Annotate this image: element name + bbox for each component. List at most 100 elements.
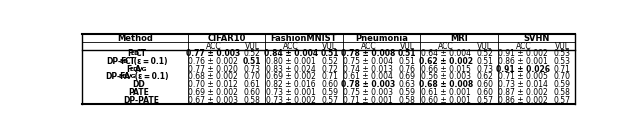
Text: Pneumonia: Pneumonia — [355, 34, 408, 43]
Text: 0.57: 0.57 — [554, 96, 570, 105]
Text: ED: ED — [120, 59, 129, 64]
Text: 0.66 ± 0.015: 0.66 ± 0.015 — [421, 65, 471, 74]
Text: F: F — [127, 65, 132, 74]
Text: VUL: VUL — [244, 42, 260, 51]
Text: 0.69 ± 0.002: 0.69 ± 0.002 — [266, 72, 316, 82]
Text: DP-F: DP-F — [106, 57, 127, 66]
Text: CT: CT — [136, 49, 147, 58]
Text: (ε = 0.1): (ε = 0.1) — [131, 57, 168, 66]
Text: 0.69 ± 0.002: 0.69 ± 0.002 — [188, 88, 238, 97]
Text: 0.62 ± 0.002: 0.62 ± 0.002 — [419, 57, 473, 66]
Text: 0.53: 0.53 — [554, 49, 570, 58]
Text: 0.76 ± 0.002: 0.76 ± 0.002 — [188, 57, 238, 66]
Text: 0.82 ± 0.016: 0.82 ± 0.016 — [266, 80, 316, 89]
Text: 0.71: 0.71 — [554, 65, 570, 74]
Text: 0.59: 0.59 — [399, 88, 415, 97]
Text: 0.91 ± 0.026: 0.91 ± 0.026 — [496, 65, 550, 74]
Text: 0.59: 0.59 — [321, 88, 338, 97]
Text: 0.51: 0.51 — [398, 49, 416, 58]
Text: 0.52: 0.52 — [476, 49, 493, 58]
Text: 0.77 ± 0.020: 0.77 ± 0.020 — [188, 65, 238, 74]
Text: 0.84 ± 0.004: 0.84 ± 0.004 — [264, 49, 318, 58]
Text: VG: VG — [127, 74, 136, 79]
Text: ACC: ACC — [205, 42, 221, 51]
Text: A: A — [135, 65, 141, 74]
Text: 0.74 ± 0.013: 0.74 ± 0.013 — [344, 65, 393, 74]
Text: VUL: VUL — [554, 42, 570, 51]
Text: 0.52: 0.52 — [244, 49, 260, 58]
Text: 0.78 ± 0.008: 0.78 ± 0.008 — [341, 49, 396, 58]
Text: 0.73 ± 0.014: 0.73 ± 0.014 — [499, 80, 548, 89]
Text: 0.72: 0.72 — [321, 65, 338, 74]
Text: 0.58: 0.58 — [554, 88, 570, 97]
Text: 0.63: 0.63 — [399, 80, 415, 89]
Text: ED: ED — [131, 51, 140, 56]
Text: 0.86 ± 0.001: 0.86 ± 0.001 — [499, 57, 548, 66]
Text: 0.52: 0.52 — [321, 57, 338, 66]
Text: DP-F: DP-F — [106, 72, 125, 82]
Text: CIFAR10: CIFAR10 — [207, 34, 246, 43]
Text: 0.59: 0.59 — [554, 80, 570, 89]
Text: DD: DD — [132, 80, 145, 89]
Text: 0.57: 0.57 — [476, 96, 493, 105]
Text: 0.70: 0.70 — [244, 72, 260, 82]
Text: 0.58: 0.58 — [399, 96, 415, 105]
Text: 0.61: 0.61 — [244, 80, 260, 89]
Text: F: F — [127, 49, 133, 58]
Text: FashionMNIST: FashionMNIST — [271, 34, 337, 43]
Text: 0.73: 0.73 — [476, 65, 493, 74]
Text: Method: Method — [117, 34, 153, 43]
Text: VUL: VUL — [322, 42, 337, 51]
Text: 0.75 ± 0.003: 0.75 ± 0.003 — [343, 88, 394, 97]
Text: 0.62: 0.62 — [476, 72, 493, 82]
Text: 0.80 ± 0.001: 0.80 ± 0.001 — [266, 57, 316, 66]
Text: 0.68 ± 0.002: 0.68 ± 0.002 — [189, 72, 238, 82]
Text: 0.60: 0.60 — [321, 80, 338, 89]
Text: 0.76: 0.76 — [399, 65, 415, 74]
Text: 0.64 ± 0.004: 0.64 ± 0.004 — [420, 49, 471, 58]
Text: ACC: ACC — [360, 42, 376, 51]
Text: 0.61 ± 0.004: 0.61 ± 0.004 — [344, 72, 393, 82]
Text: 0.51: 0.51 — [243, 57, 261, 66]
Text: 0.71 ± 0.005: 0.71 ± 0.005 — [499, 72, 548, 82]
Text: MRI: MRI — [450, 34, 468, 43]
Text: VUL: VUL — [399, 42, 415, 51]
Text: 0.83 ± 0.024: 0.83 ± 0.024 — [266, 65, 316, 74]
Text: 0.51: 0.51 — [399, 57, 415, 66]
Text: 0.75 ± 0.004: 0.75 ± 0.004 — [343, 57, 394, 66]
Text: ACC: ACC — [283, 42, 299, 51]
Text: 0.77 ± 0.003: 0.77 ± 0.003 — [186, 49, 241, 58]
Text: 0.73: 0.73 — [244, 65, 260, 74]
Text: 0.78 ± 0.003: 0.78 ± 0.003 — [341, 80, 396, 89]
Text: 0.60: 0.60 — [476, 88, 493, 97]
Text: 0.67 ± 0.003: 0.67 ± 0.003 — [188, 96, 238, 105]
Text: 0.87 ± 0.002: 0.87 ± 0.002 — [499, 88, 548, 97]
Text: DP-PATE: DP-PATE — [124, 96, 159, 105]
Text: VG: VG — [138, 67, 148, 72]
Text: 0.61 ± 0.001: 0.61 ± 0.001 — [421, 88, 470, 97]
Text: ACC: ACC — [438, 42, 454, 51]
Text: A: A — [124, 72, 129, 82]
Text: VUL: VUL — [477, 42, 492, 51]
Text: 0.56 ± 0.003: 0.56 ± 0.003 — [420, 72, 471, 82]
Text: 0.70 ± 0.012: 0.70 ± 0.012 — [189, 80, 238, 89]
Text: 0.60 ± 0.001: 0.60 ± 0.001 — [421, 96, 471, 105]
Text: 0.68 ± 0.008: 0.68 ± 0.008 — [419, 80, 473, 89]
Text: 0.71: 0.71 — [321, 72, 338, 82]
Text: 0.57: 0.57 — [321, 96, 338, 105]
Text: 0.58: 0.58 — [244, 96, 260, 105]
Text: 0.71 ± 0.001: 0.71 ± 0.001 — [344, 96, 393, 105]
Text: ED: ED — [118, 74, 127, 79]
Text: 0.73 ± 0.001: 0.73 ± 0.001 — [266, 88, 316, 97]
Text: 0.73 ± 0.002: 0.73 ± 0.002 — [266, 96, 316, 105]
Text: 0.53: 0.53 — [554, 57, 570, 66]
Text: 0.70: 0.70 — [554, 72, 570, 82]
Text: SVHN: SVHN — [523, 34, 550, 43]
Text: 0.69: 0.69 — [399, 72, 415, 82]
Text: CT: CT — [125, 57, 136, 66]
Text: 0.91 ± 0.002: 0.91 ± 0.002 — [499, 49, 548, 58]
Text: PATE: PATE — [129, 88, 149, 97]
Text: ED: ED — [130, 67, 139, 72]
Text: 0.51: 0.51 — [321, 49, 339, 58]
Text: 0.60: 0.60 — [244, 88, 260, 97]
